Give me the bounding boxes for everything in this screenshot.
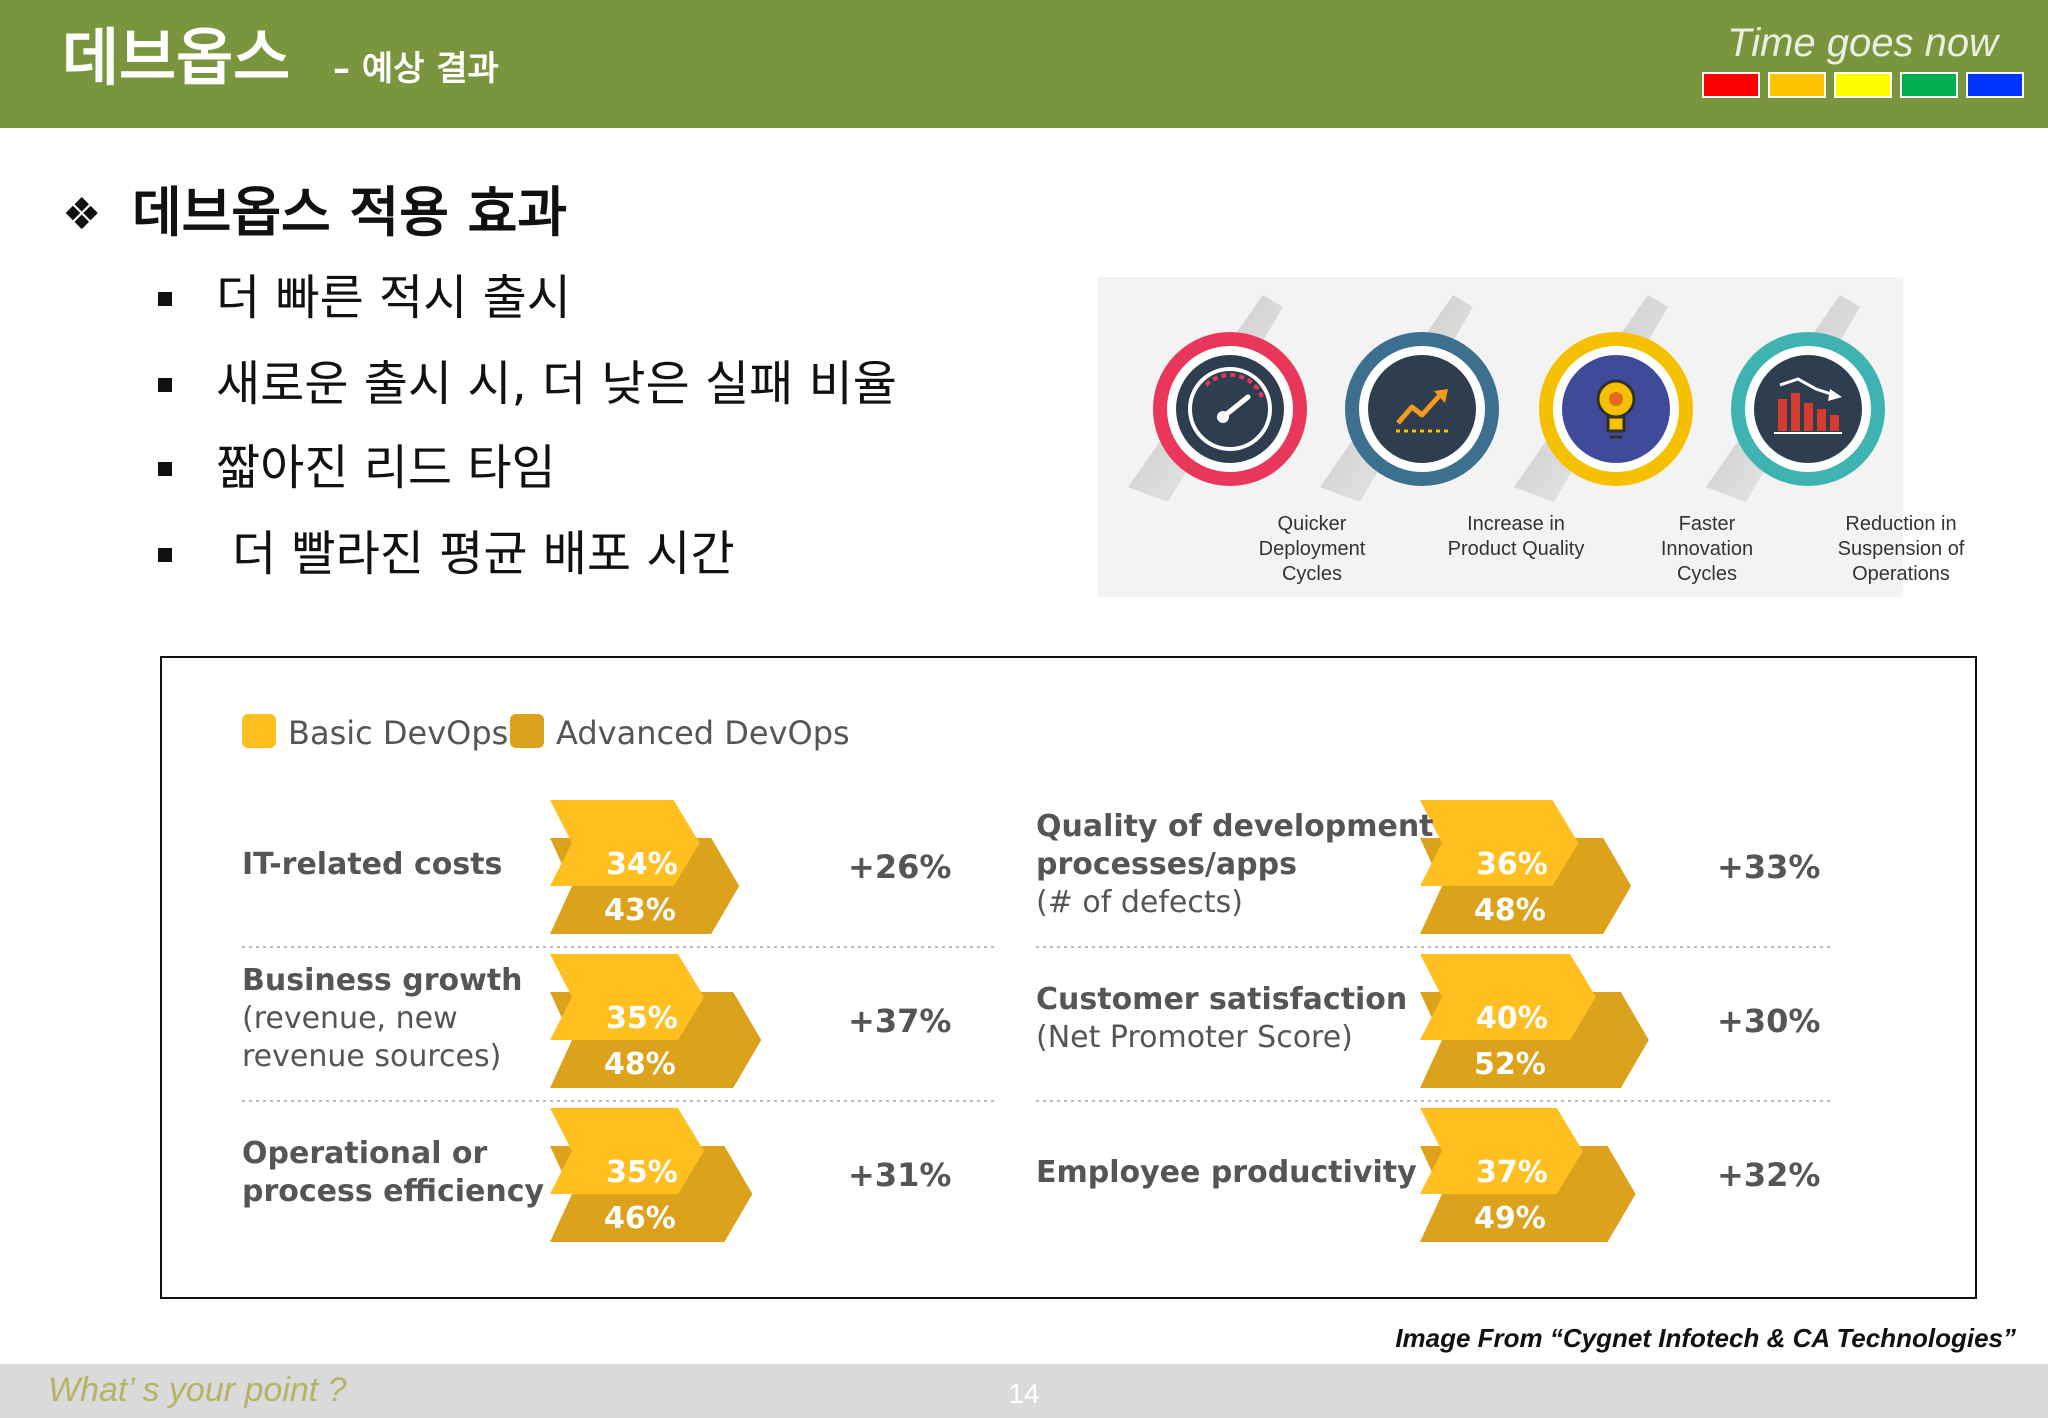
- change-label: +32%: [1717, 1156, 1820, 1194]
- benefit-reduction-suspension: [1706, 295, 1885, 502]
- section-marker-icon: ❖: [62, 189, 102, 240]
- metric-label: (Net Promoter Score): [1036, 1020, 1353, 1055]
- section-title: 데브옵스 적용 효과: [132, 181, 568, 244]
- slide-title: 데브옵스: [62, 21, 291, 94]
- basic-value-label: 36%: [1476, 847, 1548, 882]
- color-swatch: [1702, 72, 1760, 98]
- benefit-label: Reduction in Suspension of Operations: [1837, 513, 1965, 585]
- metric-label: Operational or: [242, 1136, 488, 1171]
- slide-subtitle: – 예상 결과: [333, 49, 499, 89]
- bullet-item: 새로운 출시 시, 더 낮은 실패 비율: [216, 356, 897, 412]
- legend-swatch: [242, 714, 276, 748]
- change-label: +26%: [848, 848, 951, 886]
- bullet-square-icon: [158, 548, 172, 562]
- metric-label: Quality of development: [1036, 809, 1434, 844]
- benefit-product-quality: [1320, 295, 1499, 502]
- color-swatch: [1834, 72, 1892, 98]
- bullet-item: 더 빠른 적시 출시: [216, 270, 571, 326]
- basic-value-label: 35%: [606, 1001, 678, 1036]
- image-credit: Image From “Cygnet Infotech & CA Technol…: [1395, 1323, 2016, 1353]
- basic-chevron: [1420, 1108, 1583, 1194]
- page-number: 14: [1008, 1378, 1040, 1409]
- basic-chevron: [1420, 954, 1596, 1040]
- metric-label: Employee productivity: [1036, 1155, 1417, 1190]
- basic-value-label: 34%: [606, 847, 678, 882]
- basic-chevron: [550, 954, 704, 1040]
- metric-label: Business growth: [242, 963, 523, 998]
- change-label: +37%: [848, 1002, 951, 1040]
- basic-chevron: [550, 1108, 704, 1194]
- advanced-value-label: 48%: [604, 1047, 676, 1082]
- advanced-value-label: 48%: [1474, 893, 1546, 928]
- metric-label: revenue sources): [242, 1039, 501, 1074]
- legend-label: Advanced DevOps: [556, 714, 850, 752]
- bullet-item: 더 빨라진 평균 배포 시간: [232, 526, 735, 582]
- metric-label: (# of defects): [1036, 885, 1243, 920]
- footer-slogan: What’ s your point ?: [48, 1371, 347, 1409]
- basic-value-label: 37%: [1476, 1155, 1548, 1190]
- metric-label: IT-related costs: [242, 847, 502, 882]
- advanced-value-label: 52%: [1474, 1047, 1546, 1082]
- legend-label: Basic DevOps: [288, 714, 508, 752]
- benefits-graphic: [1128, 295, 1885, 502]
- benefit-label: Quicker Deployment Cycles: [1258, 513, 1366, 585]
- advanced-value-label: 46%: [604, 1201, 676, 1236]
- benefit-label: Increase in Product Quality: [1447, 513, 1585, 560]
- footer-bar: [0, 1364, 2048, 1418]
- metric-label: (revenue, new: [242, 1001, 458, 1036]
- color-swatch: [1966, 72, 2024, 98]
- benefits-panel: Quicker Deployment Cycles Increase in Pr…: [1098, 277, 1964, 597]
- header-bar: [0, 0, 2048, 128]
- devops-chart: Basic DevOps Advanced DevOps 34% 43% +26% IT-…: [204, 686, 1864, 1264]
- basic-chevron: [1420, 800, 1579, 886]
- change-label: +33%: [1717, 848, 1820, 886]
- bullet-square-icon: [158, 378, 172, 392]
- metric-label: process efficiency: [242, 1174, 545, 1209]
- metric-label: Customer satisfaction: [1036, 982, 1407, 1017]
- legend-swatch: [510, 714, 544, 748]
- basic-value-label: 40%: [1476, 1001, 1548, 1036]
- devops-chart-svg: Basic DevOps Advanced DevOps 34% 43% +26% IT-…: [242, 714, 1834, 1242]
- basic-chevron: [550, 800, 700, 886]
- benefit-quicker-deployment: [1128, 295, 1307, 502]
- metric-label: processes/apps: [1036, 847, 1297, 882]
- bullet-square-icon: [158, 292, 172, 306]
- color-swatch: [1768, 72, 1826, 98]
- bullet-square-icon: [158, 462, 172, 476]
- change-label: +30%: [1717, 1002, 1820, 1040]
- advanced-value-label: 43%: [604, 893, 676, 928]
- bullet-item: 짧아진 리드 타임: [216, 440, 556, 496]
- advanced-value-label: 49%: [1474, 1201, 1546, 1236]
- tagline: Time goes now: [1727, 21, 1998, 65]
- benefit-label: Faster Innovation Cycles: [1660, 513, 1754, 585]
- change-label: +31%: [848, 1156, 951, 1194]
- color-swatch: [1900, 72, 1958, 98]
- basic-value-label: 35%: [606, 1155, 678, 1190]
- benefit-innovation: [1514, 295, 1693, 502]
